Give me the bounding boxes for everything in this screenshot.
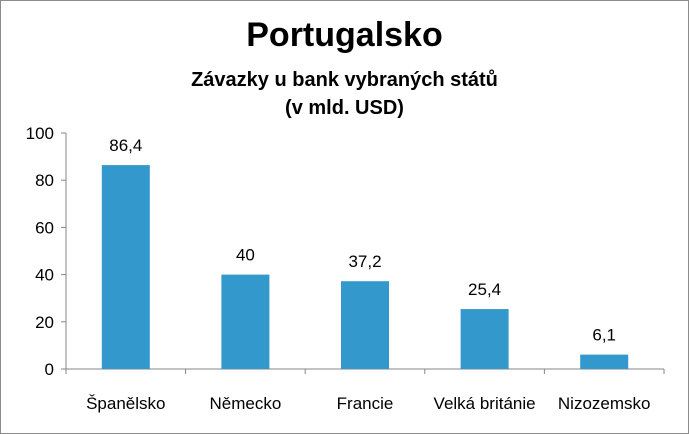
chart-title: Portugalsko xyxy=(246,16,443,54)
category-label: Francie xyxy=(337,394,394,413)
y-tick-label: 20 xyxy=(35,313,54,332)
y-tick-label: 0 xyxy=(45,360,54,379)
data-label: 37,2 xyxy=(348,252,381,271)
category-label: Velká británie xyxy=(434,394,536,413)
bar xyxy=(460,309,509,369)
chart-subtitle: Závazky u bank vybraných států (v mld. U… xyxy=(191,69,498,119)
y-tick-label: 80 xyxy=(35,171,54,190)
data-label: 6,1 xyxy=(592,326,616,345)
bar xyxy=(341,281,389,369)
bar xyxy=(101,165,150,369)
bar xyxy=(580,354,629,369)
data-label: 86,4 xyxy=(109,136,142,155)
bar xyxy=(221,274,270,369)
y-tick-label: 40 xyxy=(35,266,54,285)
category-label: Španělsko xyxy=(86,394,165,413)
data-label: 25,4 xyxy=(468,280,501,299)
category-label: Nizozemsko xyxy=(558,394,651,413)
data-label: 40 xyxy=(236,246,255,265)
category-label: Německo xyxy=(209,394,281,413)
y-tick-label: 100 xyxy=(26,124,54,143)
y-tick-label: 60 xyxy=(35,218,54,237)
